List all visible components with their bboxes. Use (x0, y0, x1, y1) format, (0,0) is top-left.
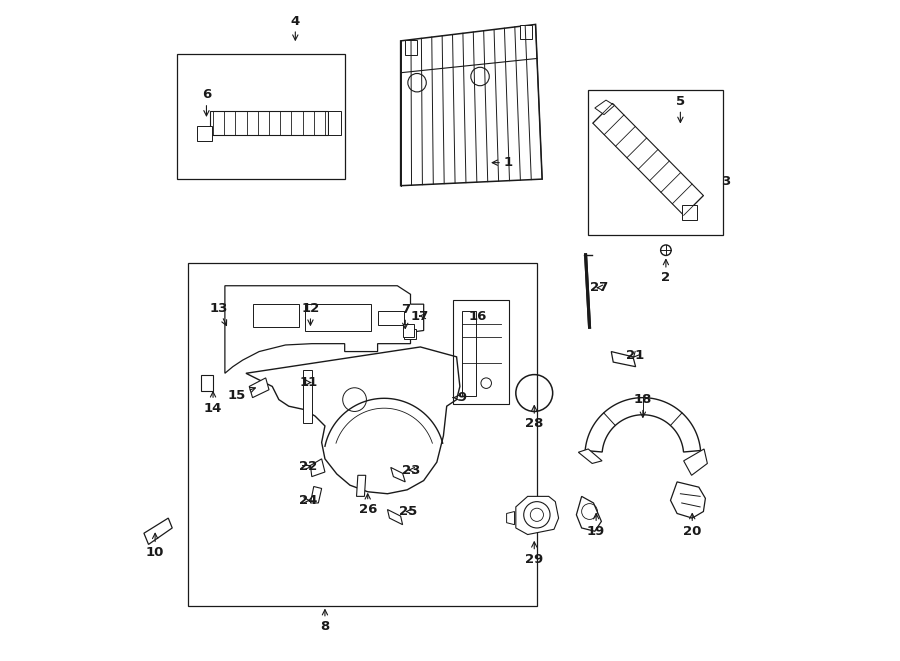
Polygon shape (579, 449, 602, 463)
Text: 23: 23 (402, 463, 420, 477)
Polygon shape (356, 475, 365, 496)
Text: 13: 13 (209, 301, 228, 326)
Polygon shape (328, 111, 341, 135)
Polygon shape (303, 370, 311, 422)
Text: 25: 25 (399, 505, 417, 518)
Text: 26: 26 (358, 494, 377, 516)
Polygon shape (400, 24, 542, 186)
Polygon shape (404, 329, 416, 339)
Text: 17: 17 (410, 309, 429, 323)
Polygon shape (576, 496, 601, 531)
Text: 14: 14 (204, 392, 222, 414)
Text: 22: 22 (299, 460, 317, 473)
Text: 5: 5 (676, 95, 685, 122)
Text: 4: 4 (291, 15, 300, 40)
Polygon shape (681, 206, 697, 220)
Polygon shape (388, 510, 402, 525)
Polygon shape (507, 512, 515, 525)
Text: 7: 7 (400, 303, 410, 329)
Text: 28: 28 (525, 406, 544, 430)
Text: 24: 24 (299, 494, 317, 507)
Polygon shape (253, 304, 299, 327)
Bar (188, 263, 537, 605)
Text: 21: 21 (626, 349, 644, 362)
Polygon shape (585, 398, 700, 452)
Text: 29: 29 (525, 542, 544, 566)
Polygon shape (225, 286, 424, 373)
Text: 20: 20 (683, 514, 701, 537)
Text: 6: 6 (202, 89, 211, 116)
Text: 12: 12 (302, 301, 319, 325)
Polygon shape (246, 347, 460, 494)
Polygon shape (378, 311, 404, 325)
Polygon shape (249, 378, 269, 398)
Polygon shape (595, 100, 615, 114)
Polygon shape (611, 352, 635, 367)
Polygon shape (202, 375, 213, 391)
Polygon shape (462, 311, 476, 397)
Text: 16: 16 (468, 309, 487, 323)
Polygon shape (516, 496, 559, 535)
Polygon shape (593, 103, 704, 215)
Text: 11: 11 (300, 376, 319, 389)
Bar (589, 91, 724, 235)
Polygon shape (670, 482, 706, 518)
Text: 2: 2 (662, 260, 670, 284)
Text: 15: 15 (228, 387, 256, 401)
Text: 27: 27 (590, 281, 608, 294)
Polygon shape (310, 459, 325, 477)
Text: 1: 1 (492, 156, 512, 169)
Bar (454, 300, 509, 405)
Polygon shape (519, 25, 532, 40)
Text: 9: 9 (453, 391, 466, 404)
Polygon shape (196, 126, 211, 141)
Text: 19: 19 (587, 514, 606, 537)
Polygon shape (402, 324, 415, 337)
Bar (176, 54, 345, 179)
Polygon shape (684, 449, 707, 475)
Polygon shape (391, 467, 405, 482)
Polygon shape (144, 518, 172, 545)
Text: 3: 3 (721, 175, 731, 188)
Text: 18: 18 (634, 393, 652, 417)
Polygon shape (310, 486, 321, 503)
Text: 8: 8 (320, 609, 329, 633)
Polygon shape (210, 111, 328, 135)
Polygon shape (405, 40, 417, 55)
Polygon shape (305, 304, 371, 330)
Text: 10: 10 (146, 533, 165, 559)
